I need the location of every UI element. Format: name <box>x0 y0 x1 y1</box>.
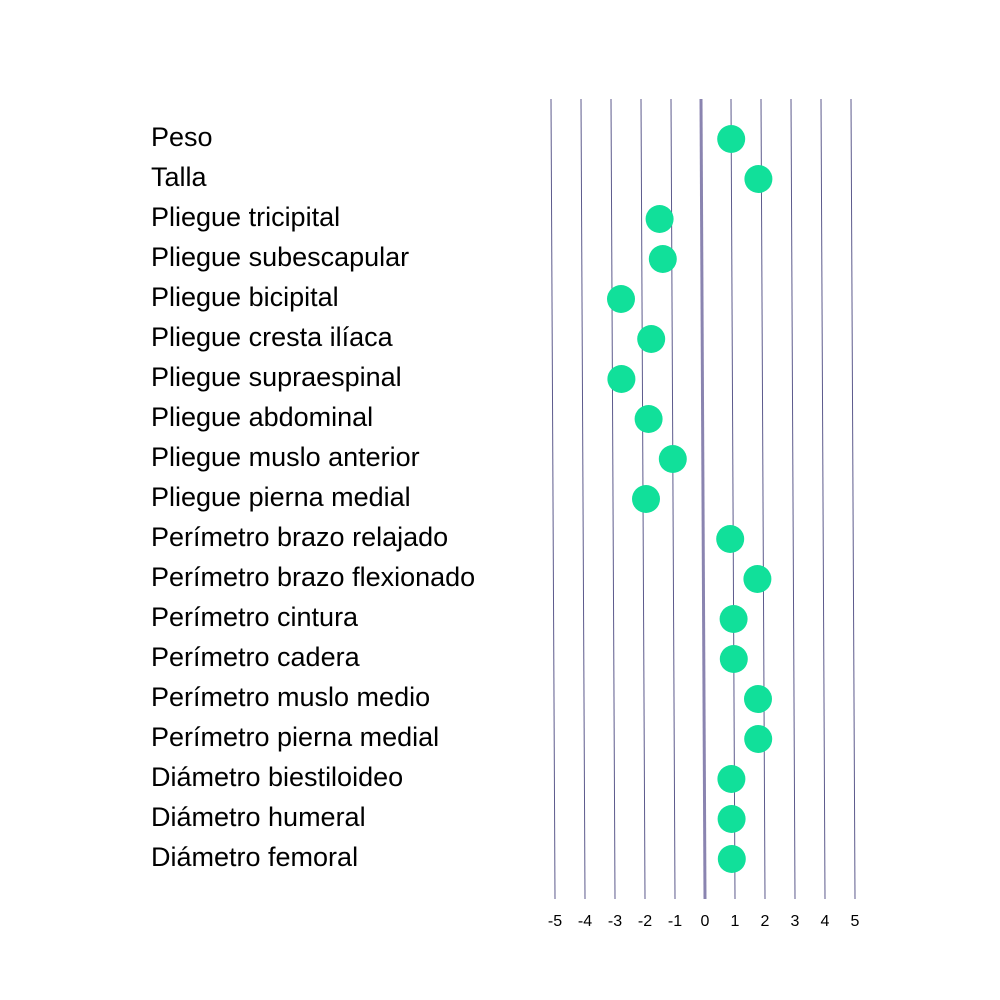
zero-line <box>699 98 707 900</box>
grid-line <box>760 98 766 900</box>
data-point <box>717 765 746 793</box>
row-labels: Peso Talla Pliegue tricipital Pliegue subes… <box>151 122 475 872</box>
row-label: Pliegue subescapular <box>151 242 409 272</box>
x-tick-label: 2 <box>761 913 770 930</box>
x-tick-label: -4 <box>578 913 592 930</box>
row-label: Pliegue muslo anterior <box>151 442 420 472</box>
row-label: Pliegue bicipital <box>151 282 339 312</box>
x-tick-labels: -5 -4 -3 -2 -1 0 1 2 3 4 5 <box>548 913 860 930</box>
row-label: Pliegue supraespinal <box>151 362 402 392</box>
data-point <box>719 645 748 673</box>
row-label: Perímetro cadera <box>151 642 361 672</box>
x-tick-label: -5 <box>548 913 562 930</box>
grid-line <box>610 98 616 900</box>
grid-line <box>670 98 676 900</box>
grid-line <box>790 98 796 900</box>
data-point <box>645 205 674 233</box>
row-label: Pliegue cresta ilíaca <box>151 322 394 352</box>
x-tick-label: -3 <box>608 913 622 930</box>
grid-line <box>850 98 856 900</box>
row-label: Perímetro muslo medio <box>151 682 430 712</box>
data-point <box>632 485 660 513</box>
x-tick-label: 3 <box>791 913 800 930</box>
row-label: Diámetro biestiloideo <box>151 762 403 792</box>
x-tick-label: 5 <box>851 913 860 930</box>
grid-line <box>820 98 826 900</box>
row-label: Pliegue tricipital <box>151 202 340 232</box>
row-label: Perímetro pierna medial <box>151 722 439 752</box>
data-point <box>648 245 677 273</box>
row-label: Perímetro brazo flexionado <box>151 562 475 592</box>
data-point <box>716 525 745 553</box>
grid-line <box>580 98 586 900</box>
data-points <box>607 125 773 873</box>
data-point <box>634 405 663 433</box>
data-point <box>717 805 746 833</box>
x-tick-label: -2 <box>638 913 652 930</box>
data-point <box>607 365 636 393</box>
data-point <box>658 445 687 473</box>
data-point <box>744 725 773 753</box>
data-point <box>744 685 772 713</box>
grid-line <box>550 98 556 900</box>
data-point <box>719 605 748 633</box>
data-point <box>744 165 773 193</box>
grid-lines <box>550 98 856 900</box>
x-tick-label: 4 <box>821 913 830 930</box>
row-label: Talla <box>151 162 208 192</box>
x-tick-label: 0 <box>701 913 710 930</box>
row-label: Perímetro brazo relajado <box>151 522 448 552</box>
row-label: Pliegue pierna medial <box>151 482 411 512</box>
row-label: Pliegue abdominal <box>151 402 373 432</box>
x-tick-label: -1 <box>668 913 682 930</box>
data-point <box>717 125 746 153</box>
data-point <box>743 565 772 593</box>
row-label: Diámetro humeral <box>151 802 366 832</box>
x-tick-label: 1 <box>731 913 740 930</box>
data-point <box>607 285 635 313</box>
row-label: Peso <box>151 122 213 152</box>
row-label: Perímetro cintura <box>151 602 359 632</box>
data-point <box>637 325 666 353</box>
row-label: Diámetro femoral <box>151 842 358 872</box>
data-point <box>717 845 746 873</box>
